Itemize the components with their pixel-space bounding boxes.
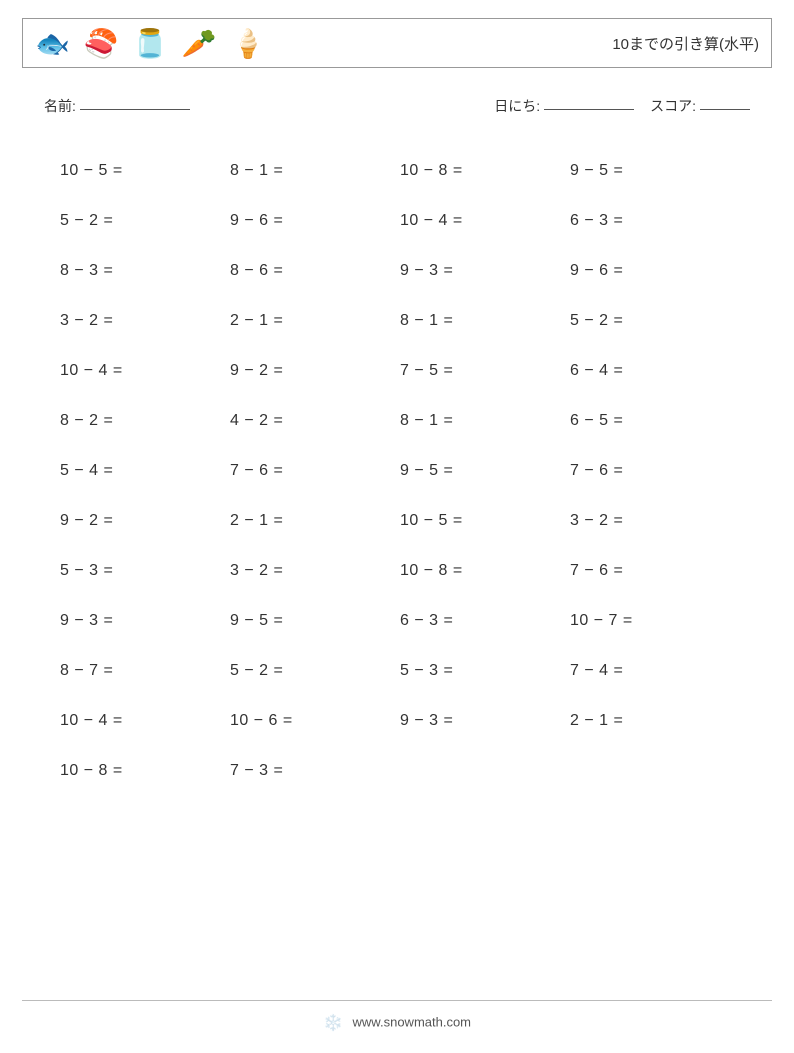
fish-icon: 🐟 bbox=[35, 27, 70, 60]
problem-row: 9 − 2 =2 − 1 =10 − 5 =3 − 2 = bbox=[60, 496, 764, 546]
problem-row: 5 − 4 =7 − 6 =9 − 5 =7 − 6 = bbox=[60, 446, 764, 496]
problem-row: 8 − 2 =4 − 2 =8 − 1 =6 − 5 = bbox=[60, 396, 764, 446]
problem: 5 − 2 = bbox=[230, 662, 400, 680]
problem: 10 − 5 = bbox=[60, 162, 230, 180]
problem-row: 10 − 5 =8 − 1 =10 − 8 =9 − 5 = bbox=[60, 146, 764, 196]
problem: 9 − 2 = bbox=[60, 512, 230, 530]
problem: 3 − 2 = bbox=[60, 312, 230, 330]
problems-grid: 10 − 5 =8 − 1 =10 − 8 =9 − 5 =5 − 2 =9 −… bbox=[22, 146, 772, 796]
problem: 7 − 6 = bbox=[570, 562, 740, 580]
problem: 5 − 3 = bbox=[60, 562, 230, 580]
problem: 9 − 3 = bbox=[400, 262, 570, 280]
problem: 7 − 4 = bbox=[570, 662, 740, 680]
problem-row: 5 − 2 =9 − 6 =10 − 4 =6 − 3 = bbox=[60, 196, 764, 246]
problem: 10 − 5 = bbox=[400, 512, 570, 530]
problem: 4 − 2 = bbox=[230, 412, 400, 430]
problem: 10 − 8 = bbox=[400, 562, 570, 580]
problem: 2 − 1 = bbox=[230, 512, 400, 530]
problem: 7 − 6 = bbox=[230, 462, 400, 480]
problem: 10 − 8 = bbox=[60, 762, 230, 780]
score-blank[interactable] bbox=[700, 96, 750, 110]
problem: 2 − 1 = bbox=[570, 712, 740, 730]
problem-row: 10 − 4 =9 − 2 =7 − 5 =6 − 4 = bbox=[60, 346, 764, 396]
problem-row: 8 − 3 =8 − 6 =9 − 3 =9 − 6 = bbox=[60, 246, 764, 296]
problem: 9 − 6 = bbox=[230, 212, 400, 230]
problem: 9 − 6 = bbox=[570, 262, 740, 280]
sushi-icon: 🍣 bbox=[84, 27, 119, 60]
name-label: 名前: bbox=[44, 96, 76, 116]
icecream-icon: 🍦 bbox=[231, 27, 266, 60]
problem: 5 − 2 = bbox=[60, 212, 230, 230]
problem-row: 3 − 2 =2 − 1 =8 − 1 =5 − 2 = bbox=[60, 296, 764, 346]
problem: 5 − 4 = bbox=[60, 462, 230, 480]
problem: 9 − 5 = bbox=[400, 462, 570, 480]
footer-url: www.snowmath.com bbox=[353, 1014, 471, 1029]
problem: 5 − 2 = bbox=[570, 312, 740, 330]
worksheet-title: 10までの引き算(水平) bbox=[612, 33, 759, 54]
problem: 9 − 5 = bbox=[570, 162, 740, 180]
carrot-icon: 🥕 bbox=[182, 27, 217, 60]
score-label: スコア: bbox=[650, 96, 696, 116]
date-label: 日にち: bbox=[494, 96, 540, 116]
problem: 8 − 3 = bbox=[60, 262, 230, 280]
problem: 10 − 6 = bbox=[230, 712, 400, 730]
problem: 9 − 2 = bbox=[230, 362, 400, 380]
problem: 8 − 7 = bbox=[60, 662, 230, 680]
problem: 7 − 6 = bbox=[570, 462, 740, 480]
problem: 10 − 4 = bbox=[60, 712, 230, 730]
problem-row: 10 − 4 =10 − 6 =9 − 3 =2 − 1 = bbox=[60, 696, 764, 746]
jar-icon: 🫙 bbox=[133, 27, 168, 60]
problem-row: 9 − 3 =9 − 5 =6 − 3 =10 − 7 = bbox=[60, 596, 764, 646]
problem: 6 − 3 = bbox=[570, 212, 740, 230]
problem: 5 − 3 = bbox=[400, 662, 570, 680]
problem: 3 − 2 = bbox=[570, 512, 740, 530]
problem: 10 − 7 = bbox=[570, 612, 740, 630]
problem: 3 − 2 = bbox=[230, 562, 400, 580]
problem: 10 − 4 = bbox=[60, 362, 230, 380]
footer: ❄️ www.snowmath.com bbox=[22, 1000, 772, 1033]
problem: 10 − 4 = bbox=[400, 212, 570, 230]
problem-row: 8 − 7 =5 − 2 =5 − 3 =7 − 4 = bbox=[60, 646, 764, 696]
problem: 8 − 1 = bbox=[230, 162, 400, 180]
problem: 6 − 3 = bbox=[400, 612, 570, 630]
problem: 9 − 5 = bbox=[230, 612, 400, 630]
problem: 6 − 4 = bbox=[570, 362, 740, 380]
snowflake-icon: ❄️ bbox=[323, 1015, 343, 1032]
problem: 9 − 3 = bbox=[400, 712, 570, 730]
problem-row: 10 − 8 =7 − 3 = bbox=[60, 746, 764, 796]
header-icons: 🐟 🍣 🫙 🥕 🍦 bbox=[35, 27, 265, 60]
name-blank[interactable] bbox=[80, 96, 190, 110]
problem-row: 5 − 3 =3 − 2 =10 − 8 =7 − 6 = bbox=[60, 546, 764, 596]
problem: 8 − 1 = bbox=[400, 312, 570, 330]
problem: 9 − 3 = bbox=[60, 612, 230, 630]
problem: 7 − 3 = bbox=[230, 762, 400, 780]
problem: 7 − 5 = bbox=[400, 362, 570, 380]
problem: 8 − 6 = bbox=[230, 262, 400, 280]
date-blank[interactable] bbox=[544, 96, 634, 110]
problem: 2 − 1 = bbox=[230, 312, 400, 330]
problem: 6 − 5 = bbox=[570, 412, 740, 430]
info-row: 名前: 日にち: スコア: bbox=[22, 96, 772, 116]
problem: 8 − 2 = bbox=[60, 412, 230, 430]
problem: 8 − 1 = bbox=[400, 412, 570, 430]
problem: 10 − 8 = bbox=[400, 162, 570, 180]
header-box: 🐟 🍣 🫙 🥕 🍦 10までの引き算(水平) bbox=[22, 18, 772, 68]
